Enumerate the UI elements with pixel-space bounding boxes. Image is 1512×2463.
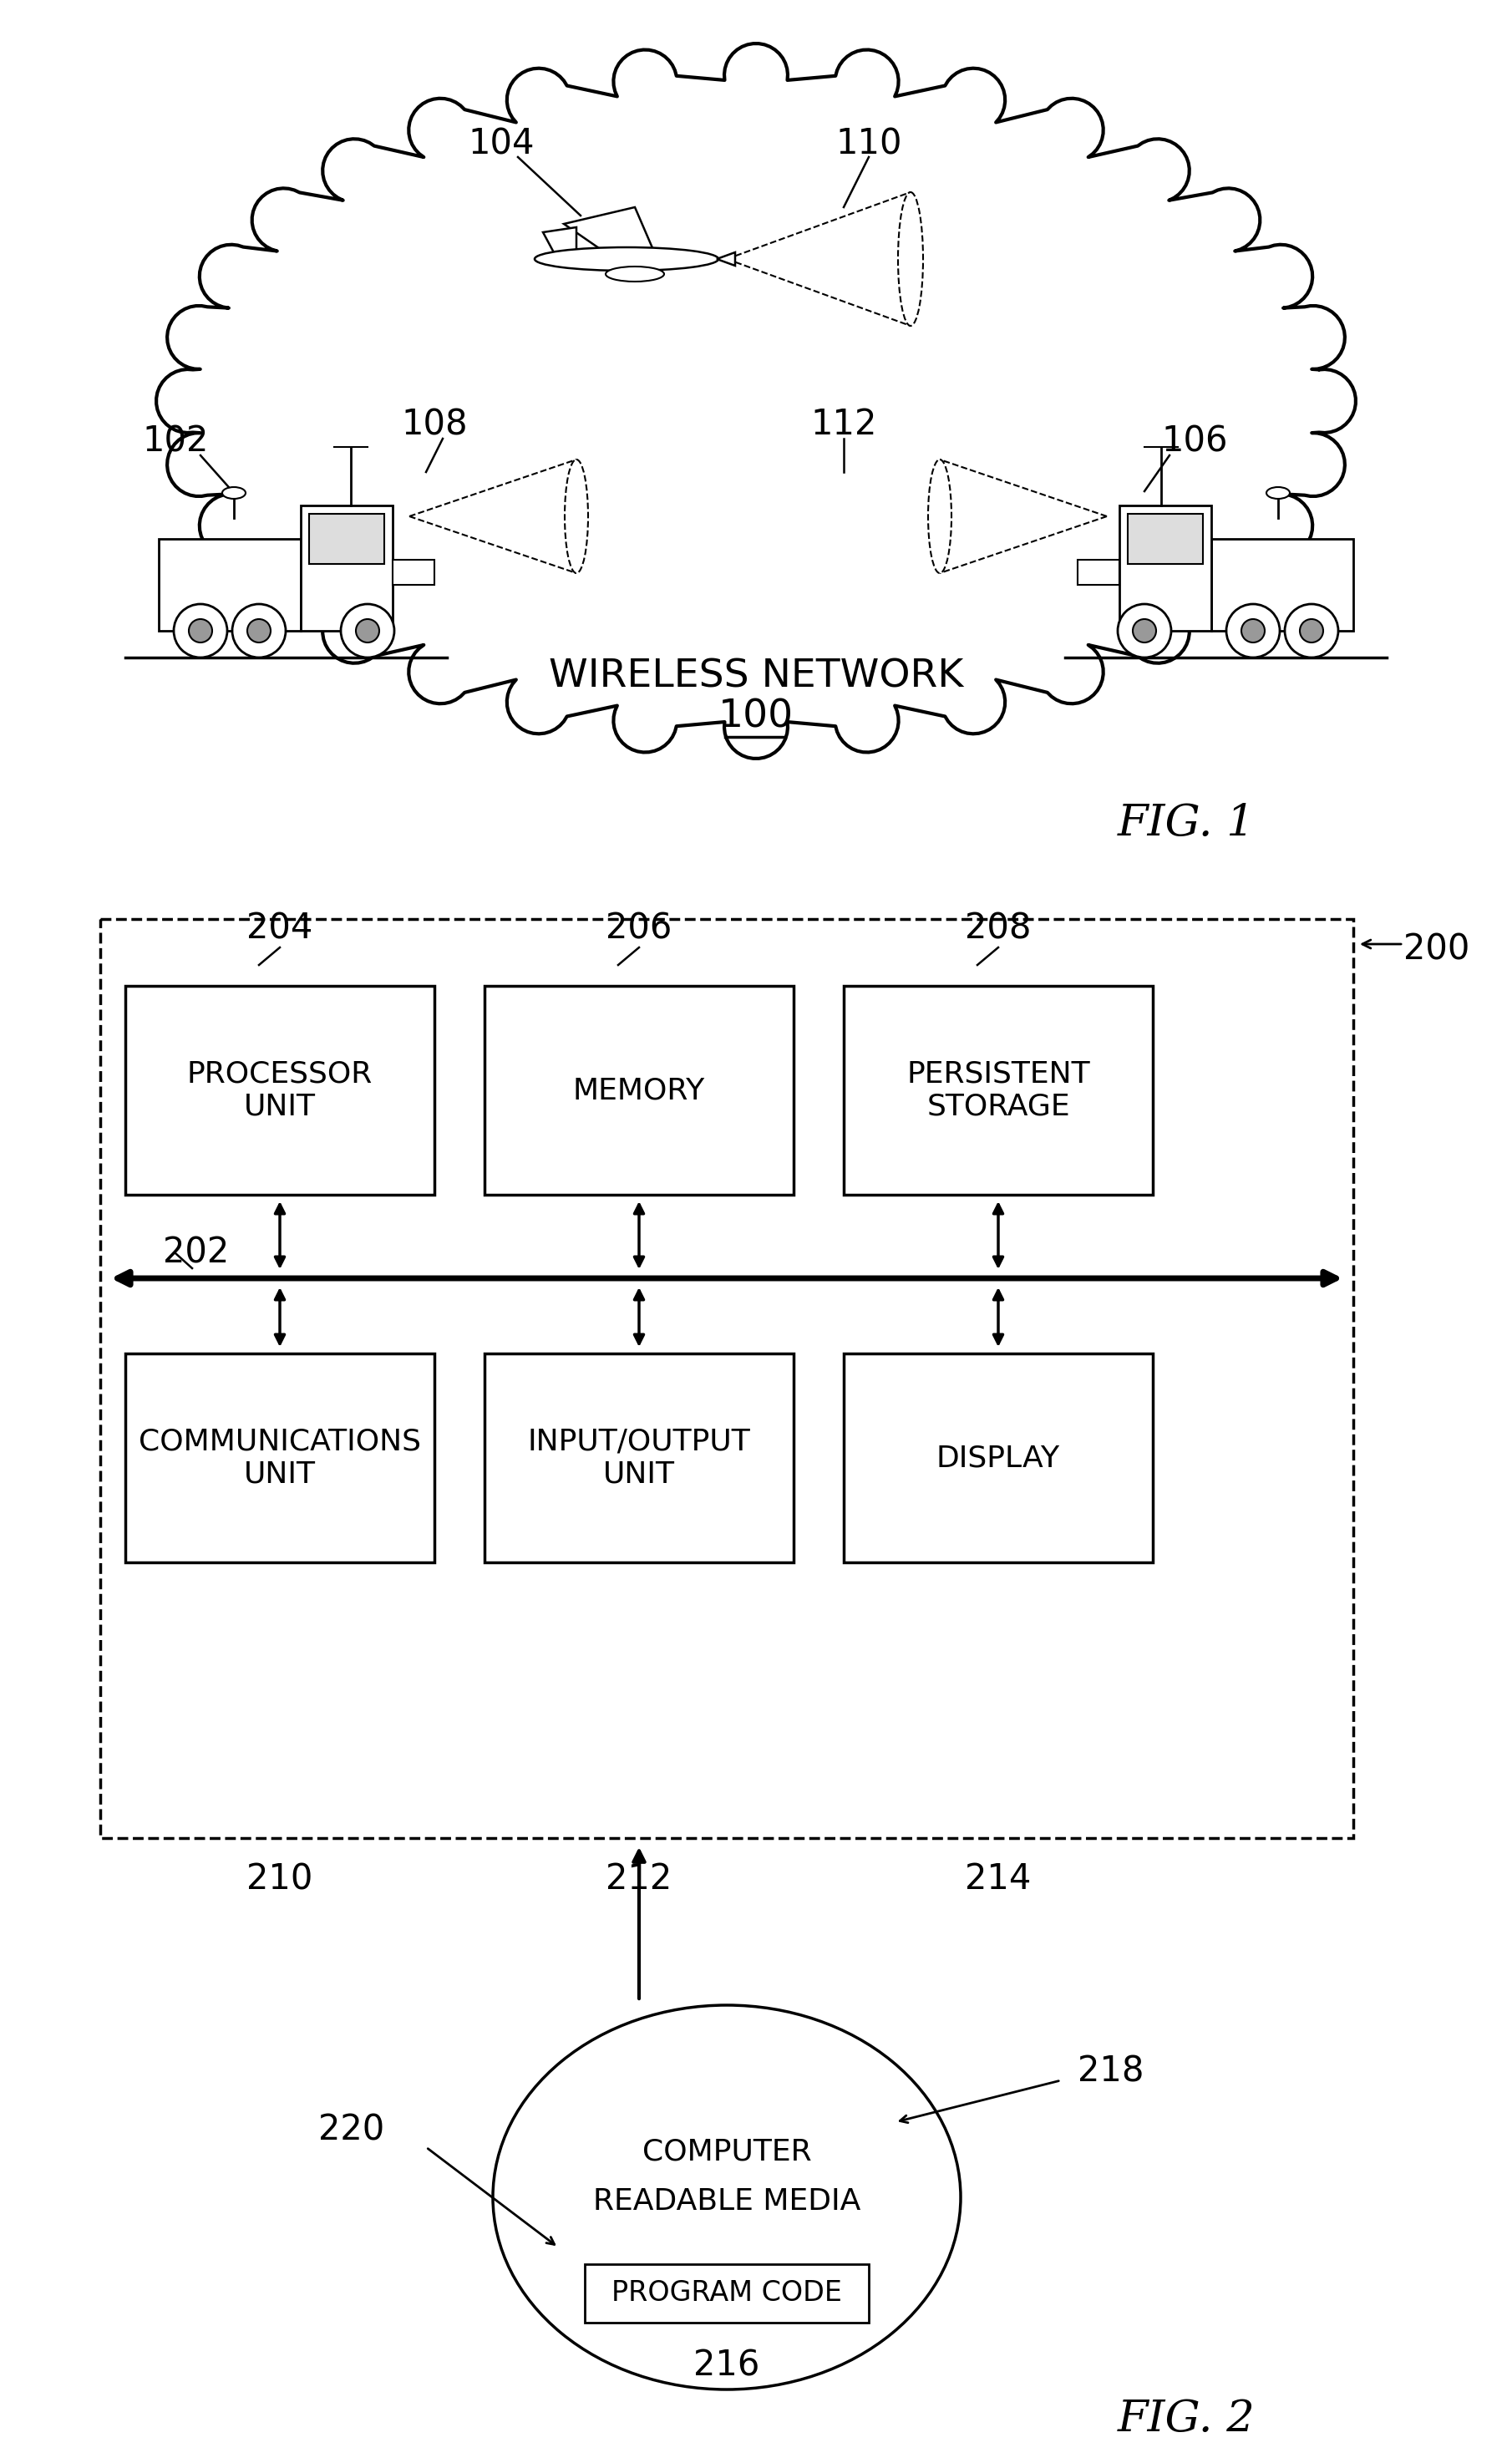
Circle shape <box>1241 618 1264 643</box>
Circle shape <box>174 603 227 658</box>
Ellipse shape <box>222 488 245 500</box>
Text: MEMORY: MEMORY <box>573 1076 705 1103</box>
Polygon shape <box>543 227 576 256</box>
Text: 220: 220 <box>318 2113 384 2148</box>
Text: 206: 206 <box>606 911 673 946</box>
Text: 104: 104 <box>469 126 534 160</box>
Text: 210: 210 <box>246 1862 313 1897</box>
Bar <box>484 985 794 1195</box>
Text: 212: 212 <box>606 1862 673 1897</box>
Circle shape <box>355 618 380 643</box>
Bar <box>844 1355 1152 1562</box>
Polygon shape <box>717 251 735 266</box>
Ellipse shape <box>535 246 718 271</box>
Ellipse shape <box>1267 488 1290 500</box>
Bar <box>308 515 384 564</box>
Bar <box>125 1355 434 1562</box>
Ellipse shape <box>606 266 664 281</box>
Circle shape <box>248 618 271 643</box>
Text: PROGRAM CODE: PROGRAM CODE <box>611 2281 842 2308</box>
Text: COMPUTER: COMPUTER <box>643 2138 812 2165</box>
Text: 204: 204 <box>246 911 313 946</box>
Bar <box>393 559 434 584</box>
Ellipse shape <box>493 2005 960 2389</box>
Text: WIRELESS NETWORK: WIRELESS NETWORK <box>549 658 963 695</box>
Text: DISPLAY: DISPLAY <box>936 1443 1060 1473</box>
Text: PERSISTENT
STORAGE: PERSISTENT STORAGE <box>907 1059 1090 1121</box>
Polygon shape <box>564 207 656 256</box>
Circle shape <box>233 603 286 658</box>
Text: FIG. 2: FIG. 2 <box>1117 2399 1255 2441</box>
Text: FIG. 1: FIG. 1 <box>1117 803 1255 845</box>
Text: 218: 218 <box>1078 2054 1145 2089</box>
Text: 216: 216 <box>694 2347 761 2382</box>
Ellipse shape <box>928 461 951 574</box>
Text: 108: 108 <box>401 406 467 441</box>
Circle shape <box>340 603 395 658</box>
Circle shape <box>1132 618 1157 643</box>
Text: 208: 208 <box>965 911 1031 946</box>
Text: 200: 200 <box>1403 931 1470 965</box>
Text: 112: 112 <box>810 406 877 441</box>
Bar <box>844 985 1152 1195</box>
Ellipse shape <box>898 192 922 325</box>
Text: 214: 214 <box>965 1862 1031 1897</box>
Bar <box>1211 539 1353 631</box>
Circle shape <box>1285 603 1338 658</box>
Text: PROCESSOR
UNIT: PROCESSOR UNIT <box>187 1059 372 1121</box>
Bar <box>585 2263 869 2323</box>
Text: COMMUNICATIONS
UNIT: COMMUNICATIONS UNIT <box>139 1426 420 1488</box>
Text: 106: 106 <box>1161 424 1228 458</box>
Bar <box>1078 559 1119 584</box>
Text: 102: 102 <box>142 424 209 458</box>
Bar <box>1119 505 1211 631</box>
Circle shape <box>1117 603 1172 658</box>
Circle shape <box>1300 618 1323 643</box>
Circle shape <box>1226 603 1279 658</box>
Text: 202: 202 <box>163 1234 230 1271</box>
Circle shape <box>189 618 212 643</box>
Bar <box>125 985 434 1195</box>
Bar <box>100 919 1353 1837</box>
Bar <box>1128 515 1204 564</box>
Ellipse shape <box>564 461 588 574</box>
Bar <box>159 539 301 631</box>
Text: 100: 100 <box>718 697 794 736</box>
Text: INPUT/OUTPUT
UNIT: INPUT/OUTPUT UNIT <box>528 1426 750 1488</box>
Bar <box>301 505 393 631</box>
Bar <box>484 1355 794 1562</box>
Text: 110: 110 <box>836 126 903 160</box>
Text: READABLE MEDIA: READABLE MEDIA <box>593 2187 860 2217</box>
